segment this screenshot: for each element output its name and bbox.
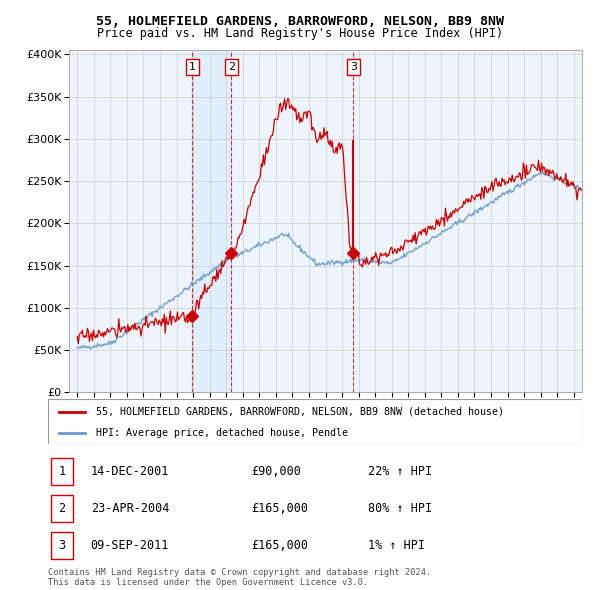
Text: 1: 1 — [189, 62, 196, 72]
Text: 14-DEC-2001: 14-DEC-2001 — [91, 465, 169, 478]
Text: 1: 1 — [58, 465, 65, 478]
Text: 3: 3 — [58, 539, 65, 552]
Text: 55, HOLMEFIELD GARDENS, BARROWFORD, NELSON, BB9 8NW: 55, HOLMEFIELD GARDENS, BARROWFORD, NELS… — [96, 15, 504, 28]
Bar — [50, 458, 73, 485]
Bar — [50, 495, 73, 522]
Text: £165,000: £165,000 — [251, 539, 308, 552]
Text: Price paid vs. HM Land Registry's House Price Index (HPI): Price paid vs. HM Land Registry's House … — [97, 27, 503, 40]
Text: £165,000: £165,000 — [251, 502, 308, 515]
Bar — [193, 50, 232, 392]
Text: 23-APR-2004: 23-APR-2004 — [91, 502, 169, 515]
Text: £90,000: £90,000 — [251, 465, 301, 478]
Text: 80% ↑ HPI: 80% ↑ HPI — [368, 502, 433, 515]
Text: 3: 3 — [350, 62, 357, 72]
Text: 2: 2 — [228, 62, 235, 72]
Text: 2: 2 — [58, 502, 65, 515]
Text: 09-SEP-2011: 09-SEP-2011 — [91, 539, 169, 552]
Text: 22% ↑ HPI: 22% ↑ HPI — [368, 465, 433, 478]
Text: 1% ↑ HPI: 1% ↑ HPI — [368, 539, 425, 552]
Text: 55, HOLMEFIELD GARDENS, BARROWFORD, NELSON, BB9 8NW (detached house): 55, HOLMEFIELD GARDENS, BARROWFORD, NELS… — [96, 407, 504, 417]
Bar — [50, 532, 73, 559]
Text: Contains HM Land Registry data © Crown copyright and database right 2024.
This d: Contains HM Land Registry data © Crown c… — [48, 568, 431, 587]
Text: HPI: Average price, detached house, Pendle: HPI: Average price, detached house, Pend… — [96, 428, 348, 438]
